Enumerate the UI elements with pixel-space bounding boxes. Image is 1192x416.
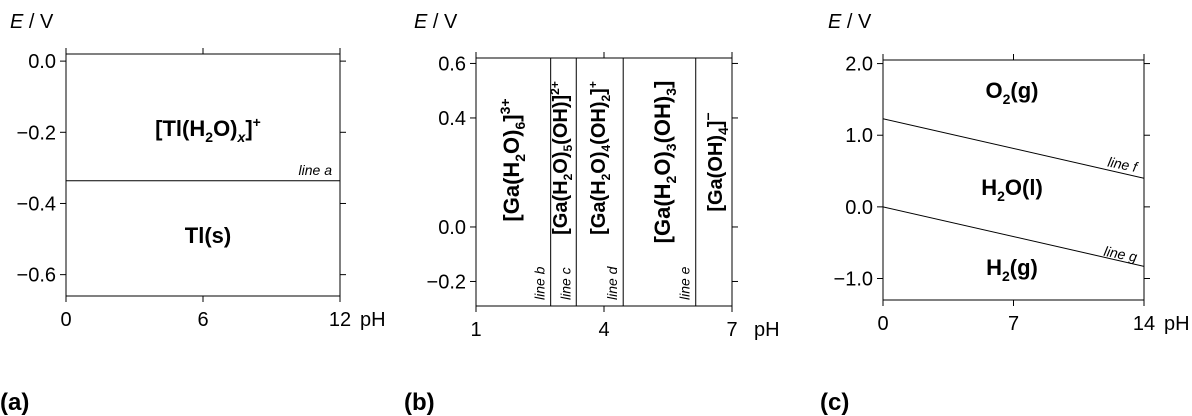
panel-a-ylabel-var: E — [10, 11, 24, 33]
label-line-a: line a — [299, 162, 333, 178]
region-label-ga-oh2: [Ga(H2O)4(OH)2]+ — [586, 81, 613, 235]
region-label-ga-h2o6: [Ga(H2O)6]3+ — [497, 98, 528, 221]
label-line-b: line b — [532, 266, 548, 300]
region-label-o2: O2(g) — [985, 78, 1038, 107]
panel-a-ytick-label: −0.6 — [17, 265, 56, 287]
panel-c-ytick-label: −1.0 — [834, 269, 873, 291]
label-line-e: line e — [677, 266, 693, 300]
panel-c-ytick-label: 1.0 — [845, 125, 873, 147]
panel-a-ytick-label: −0.4 — [17, 193, 56, 215]
panel-c-xtick-label: 0 — [877, 313, 888, 335]
panel-c-ylabel-var: E — [828, 11, 842, 33]
label-line-c: line c — [557, 267, 573, 300]
panel-a-ylabel: E / V — [10, 11, 54, 33]
panel-c-label: (c) — [820, 389, 849, 416]
panel-a-ylabel-unit: / V — [23, 11, 54, 33]
panel-a-axes: 0 6 12 pH 0.0 −0.2 −0.4 −0.6 line a — [17, 48, 386, 331]
panel-c-ylabel-unit: / V — [841, 11, 872, 33]
panel-a-xlabel: pH — [360, 309, 386, 331]
panel-b-ylabel-unit: / V — [427, 11, 458, 33]
panel-c-ytick-label: 0.0 — [845, 197, 873, 219]
panel-a-xtick-label: 0 — [60, 309, 71, 331]
panel-c-axes: 0 7 14 pH 2.0 1.0 0.0 −1.0 line f line g — [834, 54, 1190, 335]
region-label-ga-oh4: [Ga(OH)4]− — [700, 112, 731, 211]
region-label-tl-aq: [Tl(H2O)x]+ — [155, 114, 261, 145]
panel-c-xtick-label: 7 — [1008, 313, 1019, 335]
panel-b-xtick-label: 7 — [726, 319, 737, 341]
panel-a-label: (a) — [0, 389, 29, 416]
panel-b-xtick-label: 1 — [470, 319, 481, 341]
label-line-f: line f — [1106, 154, 1140, 176]
panel-c-ylabel: E / V — [828, 11, 872, 33]
boundary-line-g — [882, 206, 1145, 267]
panel-b-xtick-label: 4 — [598, 319, 609, 341]
label-line-g: line g — [1103, 243, 1139, 265]
boundary-line-f — [882, 118, 1145, 179]
panel-c-xtick-label: 14 — [1133, 313, 1155, 335]
panel-b-ytick-label: 0.4 — [438, 108, 466, 130]
panel-b-label: (b) — [404, 389, 435, 416]
region-label-ga-oh3: [Ga(H2O)3(OH)3] — [650, 81, 679, 244]
label-line-d: line d — [604, 265, 620, 300]
region-label-tl-solid: Tl(s) — [185, 223, 231, 248]
panel-a-ytick-label: 0.0 — [28, 51, 56, 73]
panel-b-ytick-label: 0.6 — [438, 53, 466, 75]
panel-c-ytick-label: 2.0 — [845, 54, 873, 76]
region-label-h2o: H2O(l) — [981, 175, 1043, 204]
panel-c: E / V 0 7 14 pH 2.0 1.0 0.0 −1.0 line f line g O2… — [820, 11, 1190, 416]
panel-b-ylabel-var: E — [414, 11, 428, 33]
panel-b: E / V 1 4 7 pH 0.6 0.4 0.0 −0.2 line b line c line… — [404, 11, 780, 416]
panel-a-xtick-label: 12 — [329, 309, 351, 331]
panel-c-xlabel: pH — [1164, 313, 1190, 335]
panel-a-xtick-label: 6 — [197, 309, 208, 331]
region-label-h2: H2(g) — [986, 255, 1038, 284]
panel-a-ytick-label: −0.2 — [17, 122, 56, 144]
region-label-ga-oh1: [Ga(H2O)5(OH)]2+ — [548, 81, 575, 235]
panel-b-ylabel: E / V — [414, 11, 458, 33]
panel-b-axes: 1 4 7 pH 0.6 0.4 0.0 −0.2 line b line c line d line… — [427, 52, 780, 341]
panel-b-ytick-label: 0.0 — [438, 217, 466, 239]
panel-b-xlabel: pH — [754, 319, 780, 341]
panel-b-ytick-label: −0.2 — [427, 271, 466, 293]
